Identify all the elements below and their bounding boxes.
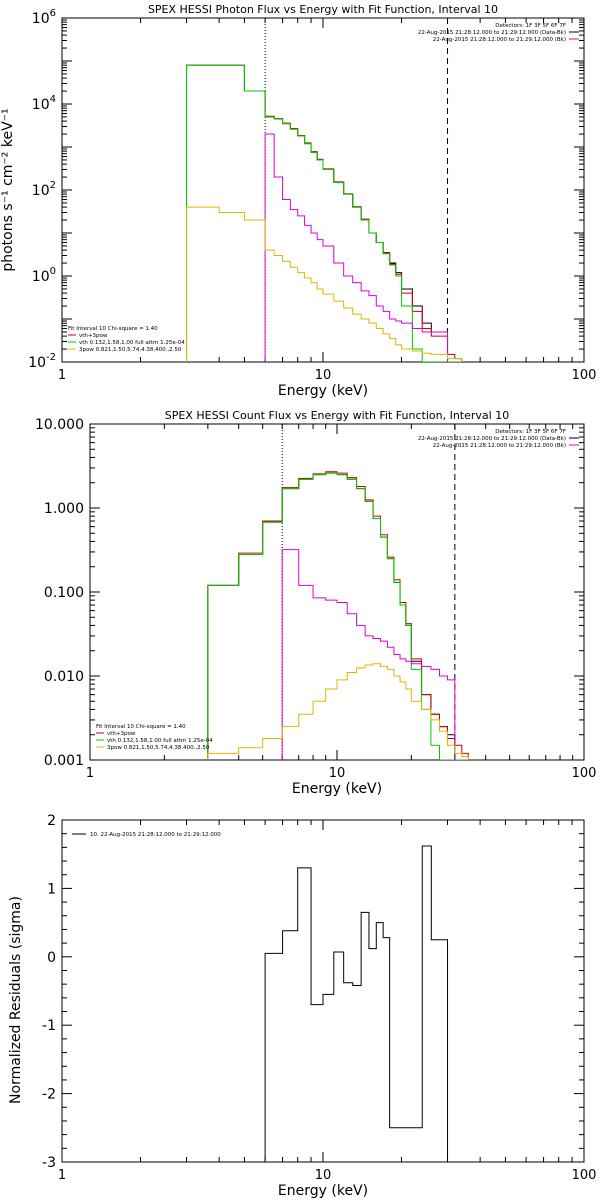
x-tick-label: 100 [572, 766, 597, 781]
y-tick-label: 1 [47, 881, 56, 897]
chart-panel-1: SPEX HESSI Photon Flux vs Energy with Fi… [0, 3, 596, 399]
x-axis-label: Energy (keV) [292, 781, 382, 797]
y-tick-base: 10 [32, 183, 50, 199]
series-group [264, 845, 449, 1162]
series-line-1 [186, 64, 449, 362]
fit-legend-text: vth 0.132,1.58,1.00 full attm 1.25e-04 [107, 738, 213, 744]
y-tick-label: 2 [47, 813, 56, 829]
y-tick-label: 104 [32, 94, 56, 113]
x-tick-label: 1 [86, 766, 94, 781]
y-tick-label: -2 [42, 1087, 56, 1103]
plot-frame [61, 819, 585, 1163]
y-tick-base: 10 [32, 97, 50, 113]
series-line-1 [264, 845, 449, 1162]
y-tick-label: 10.000 [35, 417, 84, 433]
legend-text: 10. 22-Aug-2015 21:28:12.000 to 21:29:12… [90, 832, 221, 838]
y-tick-label: 0.001 [44, 753, 84, 769]
y-tick-label: 10-2 [28, 352, 56, 371]
x-tick-label: 10 [315, 1168, 332, 1183]
fit-legend-text: Fit Interval 10 Chi-square = 1.40 [68, 326, 158, 332]
info-legend-text: Detectors: 1F 3F 5F 6F 7F [495, 23, 566, 29]
fit-legend-text: vth+3pow [79, 333, 108, 339]
series-line-4 [264, 133, 449, 362]
info-legend-text: 22-Aug-2015 21:28:12.000 to 21:29:12.000… [433, 443, 566, 449]
fit-legend-text: Fit Interval 10 Chi-square = 1.40 [96, 724, 186, 730]
y-tick-label: 102 [32, 180, 56, 199]
fit-legend-text: vth 0.132,1.58,1.00 full attm 1.25e-04 [79, 340, 185, 346]
series-line-2 [207, 471, 469, 760]
y-tick-exponent: 0 [50, 266, 56, 277]
y-tick-label: 0 [47, 950, 56, 966]
y-tick-label: 0.100 [44, 585, 84, 601]
y-tick-exponent: 2 [50, 180, 56, 191]
series-line-5 [207, 663, 469, 760]
y-tick-base: 10 [32, 11, 50, 27]
y-tick-exponent: -2 [46, 352, 56, 363]
fit-legend-text: 3pow 0.821,1.50,5.74,4.38,400.,2.50 [107, 745, 210, 751]
series-line-3 [207, 472, 469, 760]
x-tick-label: 10 [329, 766, 346, 781]
fit-legend-text: vth+3pow [107, 731, 136, 737]
y-tick-label: -1 [42, 1018, 56, 1034]
y-tick-exponent: 6 [50, 8, 56, 19]
series-line-2 [186, 64, 463, 362]
y-tick-label: 100 [32, 266, 56, 285]
y-tick-label: 0.010 [44, 669, 84, 685]
x-tick-label: 10 [315, 368, 332, 383]
series-line-4 [281, 549, 456, 760]
x-tick-label: 100 [572, 1168, 597, 1183]
y-tick-label: 106 [32, 8, 56, 27]
fit-legend-text: 3pow 0.821,1.50,5.74,4.38,400.,2.50 [79, 347, 182, 353]
series-line-3 [186, 64, 462, 362]
info-legend-text: 22-Aug-2015 21:28:12.000 to 21:29:12.000… [418, 30, 566, 36]
chart-title: SPEX HESSI Count Flux vs Energy with Fit… [165, 409, 509, 422]
x-tick-label: 1 [58, 368, 66, 383]
y-tick-label: -3 [42, 1155, 56, 1171]
y-tick-label: 1.000 [44, 501, 84, 517]
series-line-1 [207, 472, 456, 760]
chart-panel-2: SPEX HESSI Count Flux vs Energy with Fit… [35, 409, 596, 797]
plot-frame [61, 17, 585, 363]
x-axis-label: Energy (keV) [278, 383, 368, 399]
y-tick-base: 10 [32, 269, 50, 285]
y-tick-exponent: 4 [50, 94, 56, 105]
y-axis-label: Normalized Residuals (sigma) [8, 896, 24, 1104]
info-legend-text: 22-Aug-2015 21:28:12.000 to 21:29:12.000… [418, 436, 566, 442]
series-line-5 [186, 206, 463, 362]
info-legend-text: Detectors: 1F 3F 5F 6F 7F [495, 429, 566, 435]
chart-title: SPEX HESSI Photon Flux vs Energy with Fi… [148, 3, 498, 16]
series-group [186, 64, 463, 362]
y-tick-base: 10 [28, 355, 46, 371]
series-group [207, 471, 469, 760]
x-axis-label: Energy (keV) [278, 1183, 368, 1199]
x-tick-label: 100 [572, 368, 597, 383]
x-tick-label: 1 [58, 1168, 66, 1183]
y-axis-label: photons s⁻¹ cm⁻² keV⁻¹ [0, 108, 16, 271]
info-legend-text: 22-Aug-2015 21:28:12.000 to 21:29:12.000… [433, 37, 566, 43]
